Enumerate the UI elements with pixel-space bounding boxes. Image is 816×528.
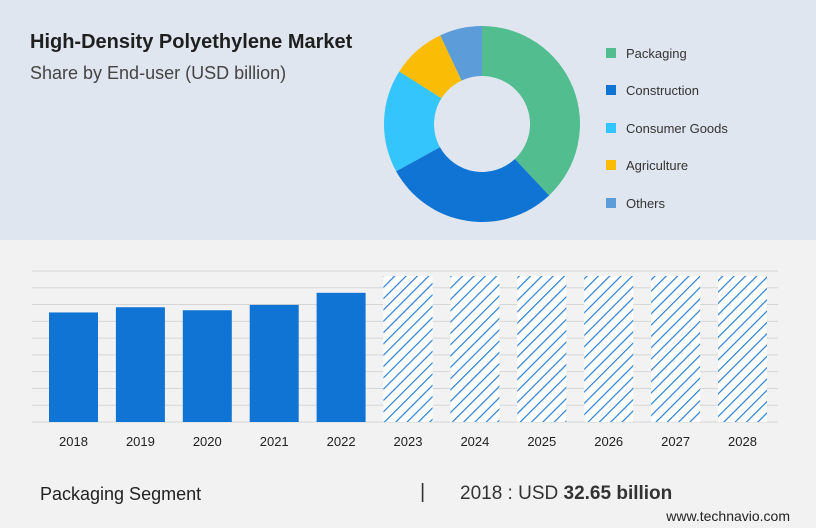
legend-swatch <box>606 198 616 208</box>
legend-swatch <box>606 160 616 170</box>
chart-subtitle: Share by End-user (USD billion) <box>30 63 287 83</box>
donut-slice-others <box>440 26 482 81</box>
donut-slice-consumer-goods <box>384 71 442 172</box>
legend-label: Consumer Goods <box>626 120 728 136</box>
x-tick-label: 2019 <box>126 434 155 449</box>
forecast-bar-2027 <box>651 276 701 422</box>
footer-value: 32.65 billion <box>563 483 673 504</box>
x-tick-label: 2022 <box>327 434 356 449</box>
legend-item-consumer-goods: Consumer Goods <box>606 120 728 136</box>
chart-title: High-Density Polyethylene Market <box>30 31 353 53</box>
x-tick-label: 2024 <box>460 434 489 449</box>
legend-swatch <box>606 85 616 95</box>
donut-slice-construction <box>396 147 550 222</box>
x-tick-label: 2023 <box>394 434 423 449</box>
legend-swatch <box>606 48 616 58</box>
site-url: www.technavio.com <box>666 508 790 524</box>
legend-label: Construction <box>626 82 699 98</box>
legend-label: Packaging <box>626 45 687 61</box>
footer-year-value: 2018 : USD 32.65 billion <box>460 483 672 505</box>
x-tick-label: 2025 <box>527 434 556 449</box>
x-tick-label: 2020 <box>193 434 222 449</box>
donut-chart <box>384 26 580 222</box>
bar-2022 <box>316 292 366 422</box>
forecast-bar-2024 <box>450 276 500 422</box>
x-tick-label: 2027 <box>661 434 690 449</box>
legend-swatch <box>606 123 616 133</box>
bar-2019 <box>115 307 165 422</box>
legend-label: Others <box>626 195 666 211</box>
x-tick-label: 2028 <box>728 434 757 449</box>
x-tick-label: 2021 <box>260 434 289 449</box>
x-tick-label: 2026 <box>594 434 623 449</box>
bar-2021 <box>249 304 299 422</box>
segment-label: Packaging Segment <box>40 484 202 504</box>
forecast-bar-2026 <box>584 276 634 422</box>
bar-2018 <box>49 312 98 422</box>
footer-year-prefix: 2018 : USD <box>460 483 559 504</box>
legend-item-agriculture: Agriculture <box>606 157 688 173</box>
x-tick-label: 2018 <box>59 434 88 449</box>
legend-item-others: Others <box>606 195 665 211</box>
forecast-bar-2028 <box>718 276 767 422</box>
forecast-bar-2025 <box>517 276 567 422</box>
legend-item-packaging: Packaging <box>606 45 687 61</box>
footer-separator: | <box>420 481 426 503</box>
forecast-bar-2023 <box>383 276 433 422</box>
donut-slice-packaging <box>482 26 580 196</box>
donut-slice-agriculture <box>399 35 462 99</box>
bar-chart: 2018 2019 2020 2021 2022 2023 2024 2025 2026 2027… <box>32 270 778 449</box>
legend-label: Agriculture <box>626 157 689 173</box>
legend-item-construction: Construction <box>606 82 699 98</box>
bar-2020 <box>182 310 232 422</box>
